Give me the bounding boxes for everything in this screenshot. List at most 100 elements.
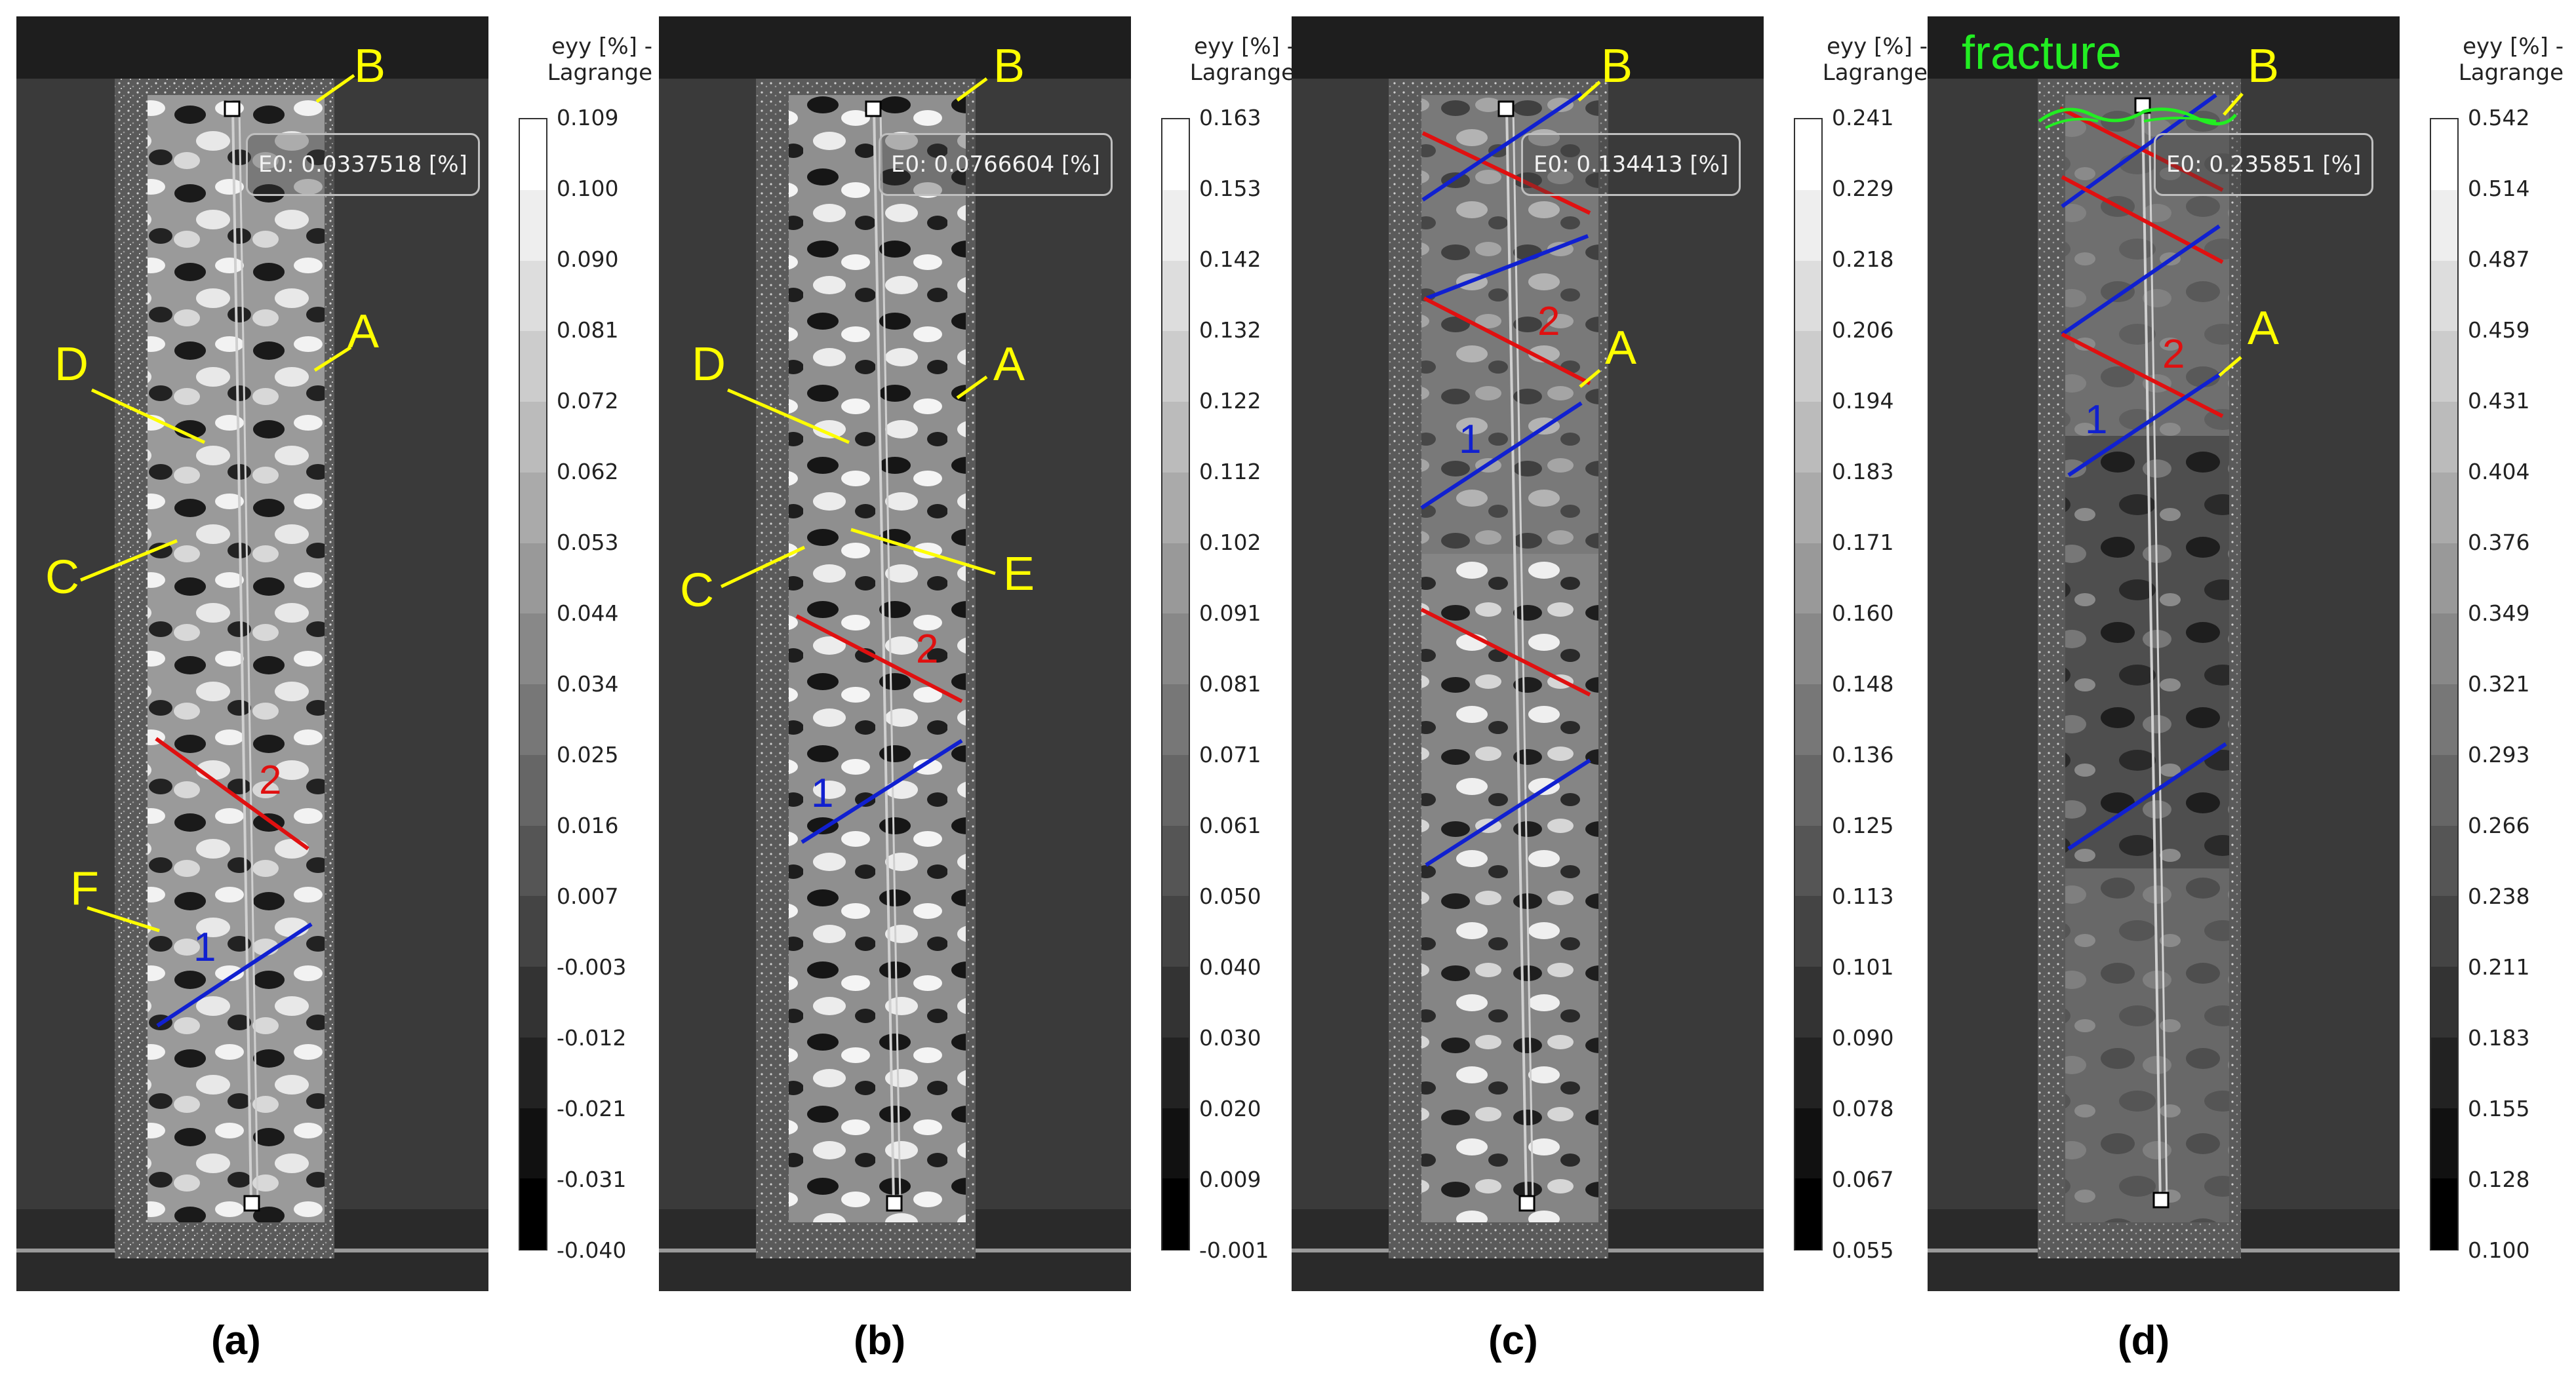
blue-line-label: 1 [811, 771, 834, 816]
colorbar-tick-label: 0.132 [1199, 317, 1261, 343]
panel-c: E0: 0.134413 [%] B A 2 1 eyy [%] - Lagra… [1292, 16, 1930, 1363]
marker-b-label: B [1601, 40, 1633, 92]
colorbar-step [520, 613, 546, 685]
panel-b: E0: 0.0766604 [%] B A D C E 2 1 eyy [%] … [659, 16, 1297, 1363]
colorbar-tick-label: 0.160 [1832, 600, 1894, 626]
colorbar-tick-label: -0.012 [557, 1025, 627, 1051]
colorbar-step [1795, 754, 1821, 826]
colorbar-tick-label: -0.001 [1199, 1237, 1269, 1263]
colorbar-tick-label: 0.487 [2468, 246, 2530, 272]
colorbar-tick-label: 0.034 [557, 671, 619, 697]
marker-e-label: E [1003, 548, 1035, 600]
colorbar-a: eyy [%] - Lagrange 0.109 0.100 0.090 0.081 0… [488, 16, 654, 1291]
colorbar-step [1162, 189, 1189, 262]
blue-line-label: 1 [2085, 397, 2108, 442]
colorbar-tick-label: 0.009 [1199, 1167, 1261, 1192]
colorbar-step [2431, 1178, 2457, 1250]
colorbar-step [1795, 402, 1821, 473]
colorbar-step [1795, 543, 1821, 615]
colorbar-tick-label: 0.025 [557, 742, 619, 767]
colorbar-step [2431, 402, 2457, 473]
colorbar-tick-label: 0.171 [1832, 530, 1894, 555]
colorbar-step [520, 754, 546, 826]
colorbar-step [1162, 402, 1189, 473]
colorbar-tick-label: 0.112 [1199, 459, 1261, 484]
colorbar-step [520, 967, 546, 1038]
red-line-label: 2 [916, 627, 939, 672]
marker-a-label: A [993, 338, 1025, 391]
marker-a-label: A [347, 305, 380, 358]
colorbar-tick-label: 0.101 [1832, 954, 1894, 980]
red-line-label: 2 [259, 758, 282, 803]
colorbar-step [1162, 754, 1189, 826]
colorbar-tick-label: 0.061 [1199, 813, 1261, 838]
colorbar-tick-label: 0.194 [1832, 388, 1894, 414]
colorbar-step [2431, 119, 2457, 191]
blue-line-label: 1 [1459, 417, 1482, 462]
marker-b-label: B [993, 40, 1025, 92]
colorbar-step [2431, 967, 2457, 1038]
colorbar-tick-label: 0.142 [1199, 246, 1261, 272]
strain-map-image-b: E0: 0.0766604 [%] B A D C E 2 1 [659, 16, 1131, 1291]
colorbar-c: eyy [%] - Lagrange 0.241 0.229 0.218 0.206 0… [1764, 16, 1930, 1291]
colorbar-step [1795, 331, 1821, 402]
colorbar-tick-label: 0.062 [557, 459, 619, 484]
colorbar-step [1162, 684, 1189, 756]
strain-map-image-a: E0: 0.0337518 [%] B A D C F 2 1 [16, 16, 488, 1291]
colorbar-step [2431, 260, 2457, 332]
colorbar-step [2431, 825, 2457, 897]
colorbar-tick-label: 0.514 [2468, 176, 2530, 201]
strain-map-image-d: E0: 0.235851 [%] fracture B A 2 1 [1928, 16, 2400, 1291]
colorbar-step [2431, 754, 2457, 826]
colorbar-tick-label: 0.078 [1832, 1096, 1894, 1121]
colorbar-step [1162, 1178, 1189, 1250]
red-line-label: 2 [2162, 332, 2185, 377]
colorbar-tick-label: 0.321 [2468, 671, 2530, 697]
colorbar-step [2431, 684, 2457, 756]
colorbar-tick-label: 0.125 [1832, 813, 1894, 838]
marker-a-label: A [1605, 322, 1637, 374]
colorbar-step [1795, 472, 1821, 544]
colorbar-step [1795, 613, 1821, 685]
colorbar-step [2431, 189, 2457, 262]
colorbar-b: eyy [%] - Lagrange 0.163 0.153 0.142 0.132 0… [1131, 16, 1297, 1291]
colorbar-tick-label: 0.183 [2468, 1025, 2530, 1051]
colorbar-tick-label: 0.238 [2468, 883, 2530, 909]
colorbar-step [1795, 119, 1821, 191]
colorbar-step [1162, 896, 1189, 967]
blue-line-label: 1 [193, 925, 216, 970]
colorbar-step [2431, 472, 2457, 544]
colorbar-tick-label: 0.266 [2468, 813, 2530, 838]
colorbar-tick-label: 0.349 [2468, 600, 2530, 626]
colorbar-tick-label: 0.081 [1199, 671, 1261, 697]
colorbar-tick-label: 0.153 [1199, 176, 1261, 201]
colorbar-tick-label: 0.128 [2468, 1167, 2530, 1192]
frame-readout: E0: 0.235851 [%] [2154, 133, 2374, 196]
colorbar-step [1795, 825, 1821, 897]
colorbar-step [1162, 967, 1189, 1038]
colorbar-step [520, 1108, 546, 1180]
colorbar-step [2431, 1108, 2457, 1180]
marker-f-label: F [70, 863, 99, 915]
colorbar-tick-label: 0.030 [1199, 1025, 1261, 1051]
marker-c-label: C [45, 551, 79, 604]
colorbar-title: eyy [%] - Lagrange [1822, 33, 1928, 86]
colorbar-step [2431, 613, 2457, 685]
colorbar-step [520, 402, 546, 473]
colorbar-tick-label: 0.542 [2468, 105, 2530, 130]
colorbar-tick-label: 0.090 [1832, 1025, 1894, 1051]
colorbar-tick-label: 0.404 [2468, 459, 2530, 484]
colorbar-gradient [2430, 118, 2459, 1251]
marker-b-label: B [2248, 40, 2280, 92]
colorbar-tick-label: 0.071 [1199, 742, 1261, 767]
colorbar-tick-label: 0.376 [2468, 530, 2530, 555]
colorbar-tick-label: 0.136 [1832, 742, 1894, 767]
colorbar-step [1795, 1178, 1821, 1250]
colorbar-tick-label: 0.044 [557, 600, 619, 626]
panel-label-c: (c) [1488, 1318, 1538, 1363]
colorbar-tick-label: 0.100 [2468, 1237, 2530, 1263]
colorbar-tick-label: -0.040 [557, 1237, 627, 1263]
colorbar-tick-label: 0.459 [2468, 317, 2530, 343]
colorbar-step [1795, 1037, 1821, 1109]
panel-label-d: (d) [2118, 1318, 2170, 1363]
